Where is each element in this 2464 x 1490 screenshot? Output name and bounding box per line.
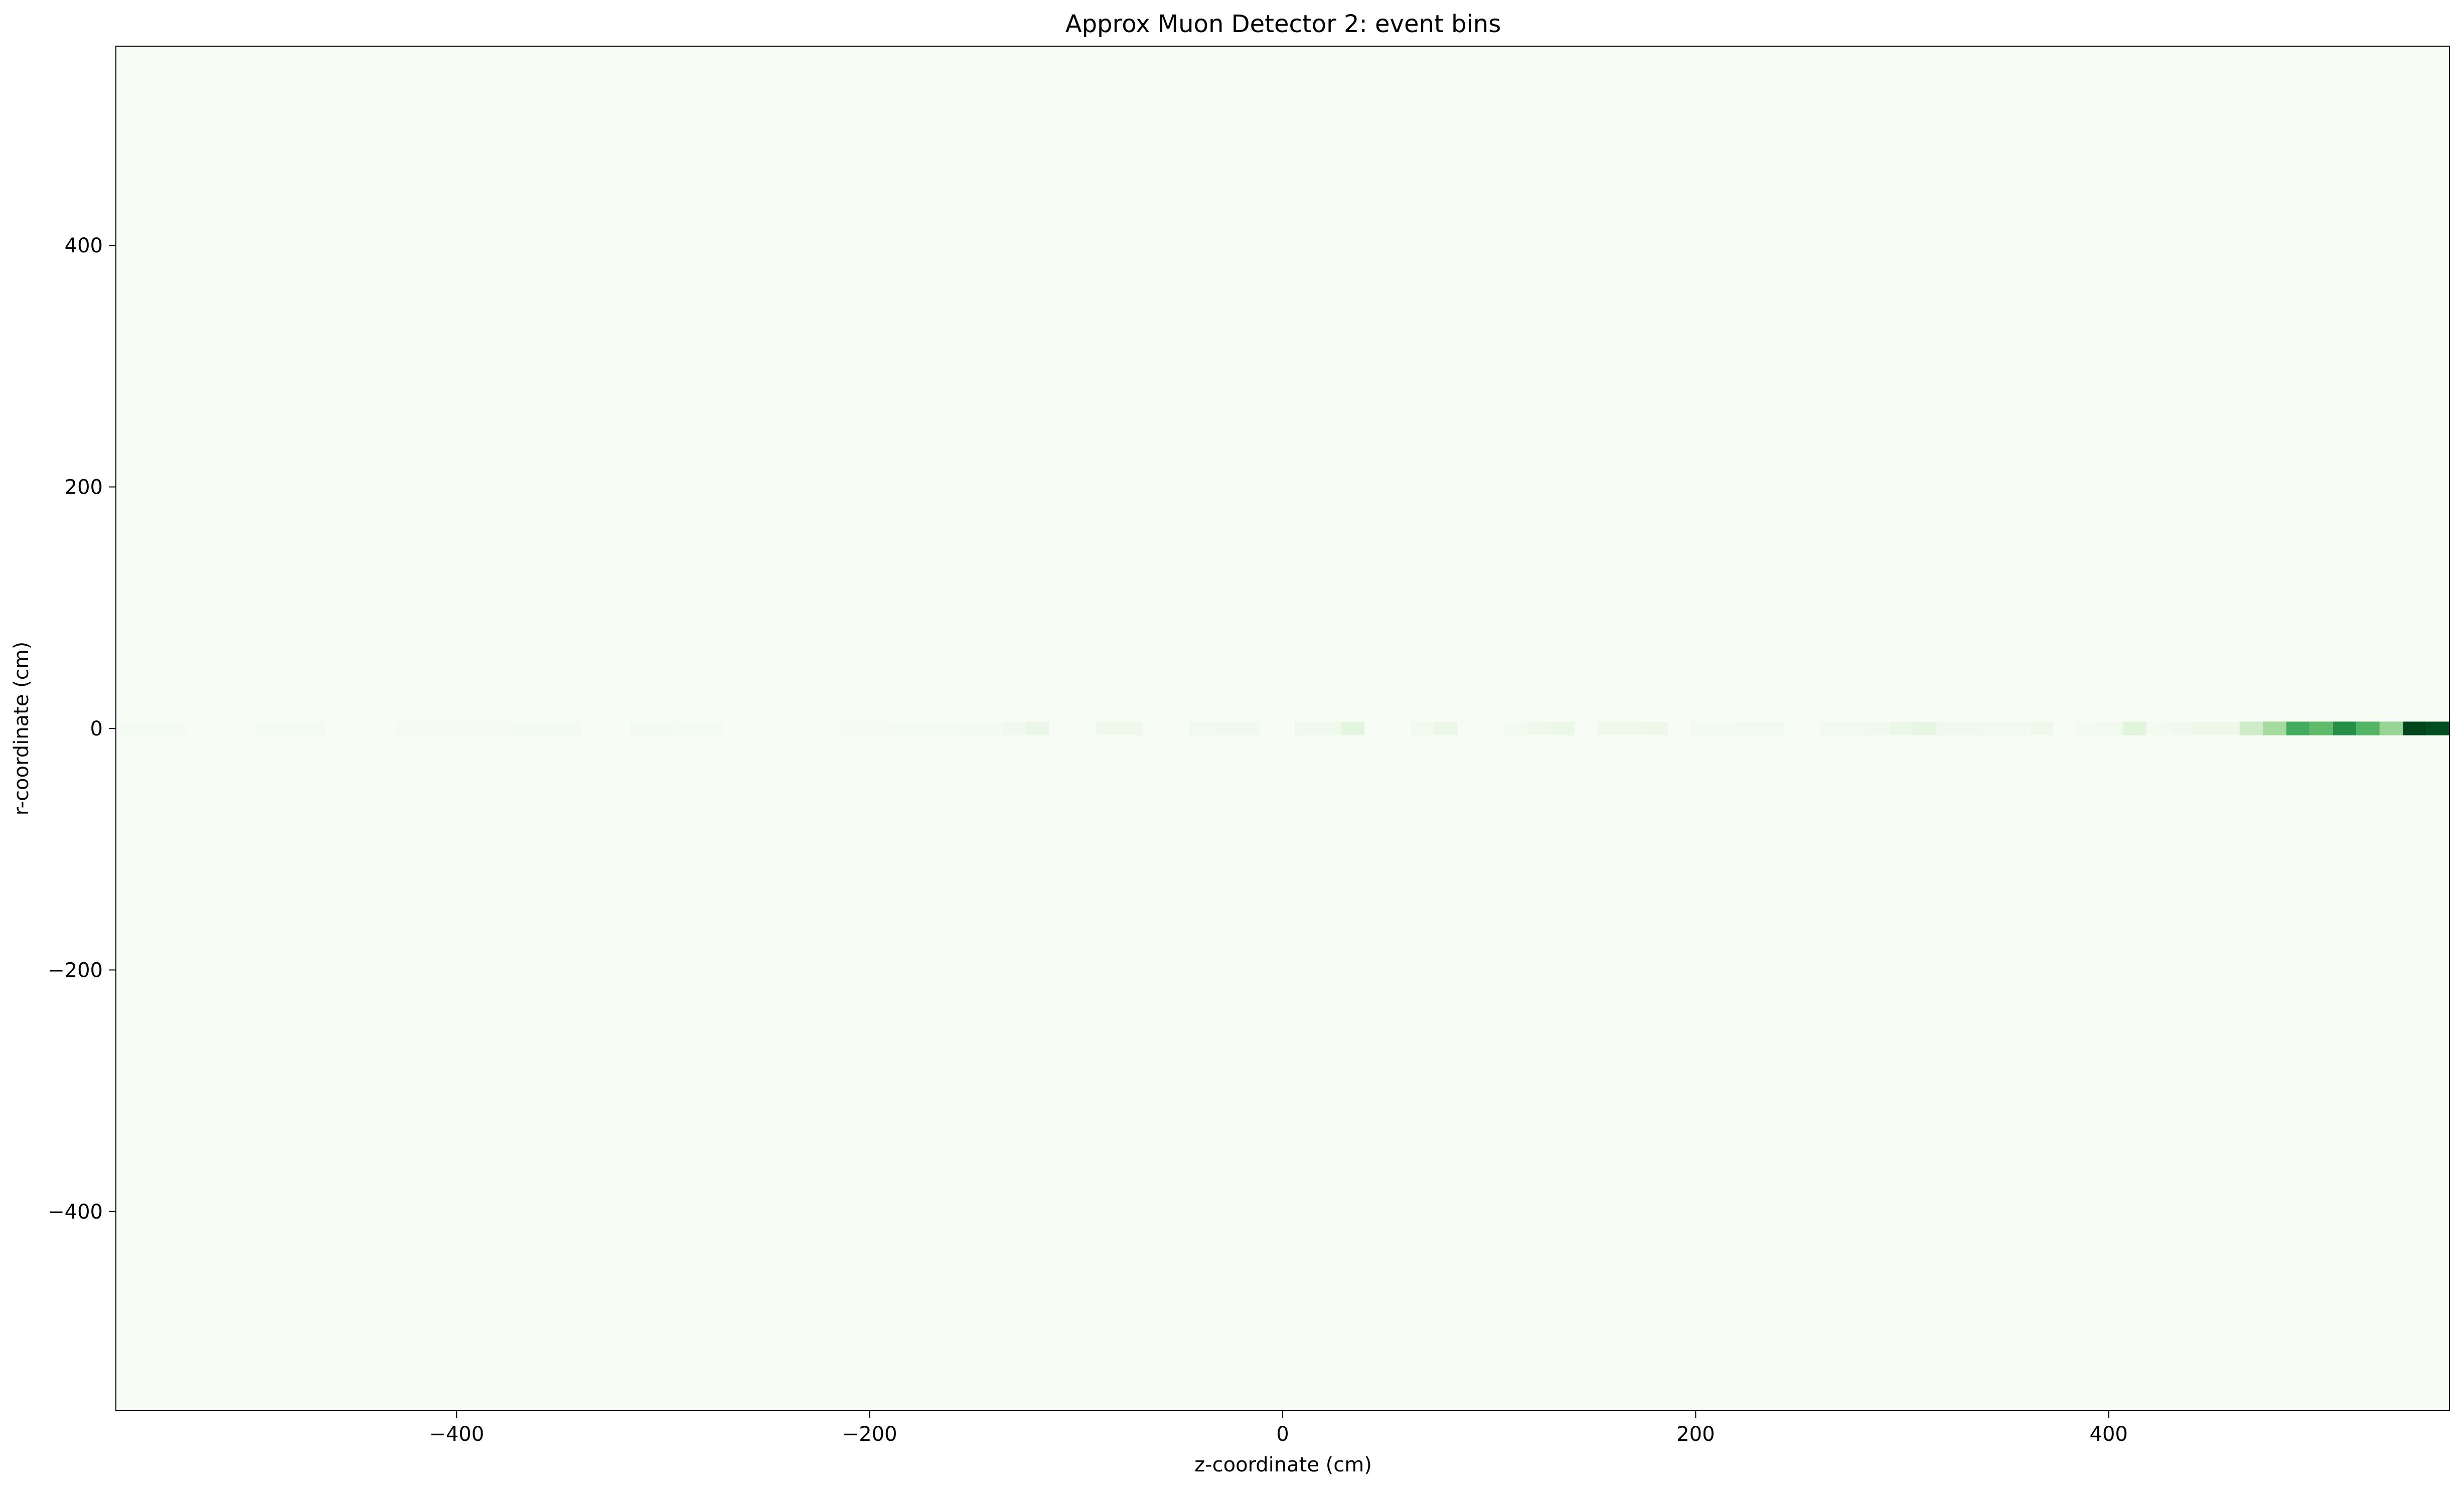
heatmap-bin — [2193, 721, 2240, 735]
heatmap-bins — [116, 721, 2449, 735]
heatmap-bin — [256, 721, 326, 735]
heatmap-bin — [956, 721, 1003, 735]
heatmap-bin — [1026, 721, 1049, 735]
heatmap-bin — [1644, 721, 1668, 735]
heatmap-bin — [512, 721, 583, 735]
heatmap-bin — [2146, 721, 2170, 735]
plot-area — [115, 46, 2450, 1411]
heatmap-bin — [1819, 721, 1867, 735]
heatmap-bin — [2099, 721, 2123, 735]
x-axis-label: z-coordinate (cm) — [1194, 1453, 1372, 1476]
chart-title: Approx Muon Detector 2: event bins — [1065, 10, 1501, 38]
heatmap-bin — [1212, 721, 1260, 735]
heatmap-bin — [1889, 721, 1913, 735]
heatmap-bin — [1913, 721, 1936, 735]
y-tick-label: 0 — [90, 717, 103, 740]
heatmap-bin — [2170, 721, 2193, 735]
heatmap-bin — [1691, 721, 1738, 735]
x-tick-label: 400 — [2090, 1423, 2128, 1446]
heatmap-bin — [2286, 721, 2310, 735]
x-tick-label: −200 — [842, 1423, 897, 1446]
heatmap-bin — [116, 721, 186, 735]
heatmap-bin — [1411, 721, 1435, 735]
heatmap-bin — [1096, 721, 1143, 735]
heatmap-bin — [1189, 721, 1213, 735]
heatmap-bin — [2333, 721, 2357, 735]
x-tick-label: 200 — [1676, 1423, 1715, 1446]
heatmap-bin — [2123, 721, 2146, 735]
y-tick-label: −400 — [48, 1201, 103, 1224]
heatmap-bin — [1527, 721, 1552, 735]
y-tick-label: 400 — [65, 234, 103, 257]
heatmap-bin — [1341, 721, 1365, 735]
heatmap-bin — [2426, 721, 2449, 735]
y-tick-label: −200 — [48, 959, 103, 982]
heatmap-bin — [1866, 721, 1890, 735]
heatmap-bin — [1504, 721, 1528, 735]
heatmap-bin — [1294, 721, 1341, 735]
heatmap-bin — [2403, 721, 2426, 735]
heatmap-bin — [2239, 721, 2263, 735]
y-axis: 400 200 0 −200 −400 — [48, 234, 116, 1224]
heatmap-bin — [839, 721, 886, 735]
heatmap-bin — [1002, 721, 1026, 735]
heatmap-bin — [1983, 721, 2030, 735]
heatmap-bin — [2030, 721, 2053, 735]
heatmap-bin — [396, 721, 513, 735]
x-tick-label: −400 — [429, 1423, 484, 1446]
y-tick-label: 200 — [65, 476, 103, 499]
heatmap-bin — [886, 721, 957, 735]
heatmap-bin — [629, 721, 676, 735]
heatmap-bin — [2076, 721, 2100, 735]
x-tick-label: 0 — [1276, 1423, 1289, 1446]
heatmap-bin — [1551, 721, 1575, 735]
heatmap-bin — [2263, 721, 2286, 735]
y-axis-label: r-coordinate (cm) — [10, 642, 33, 816]
heatmap-bin — [1598, 721, 1645, 735]
heatmap-bin — [2379, 721, 2403, 735]
heatmap-bin — [2356, 721, 2380, 735]
heatmap-bin — [1434, 721, 1458, 735]
heatmap-bin — [1936, 721, 1983, 735]
heatmap-bin — [1738, 721, 1785, 735]
heatmap-bin — [676, 721, 723, 735]
x-axis: −400 −200 0 200 400 — [429, 1411, 2128, 1446]
heatmap-bin — [2309, 721, 2333, 735]
